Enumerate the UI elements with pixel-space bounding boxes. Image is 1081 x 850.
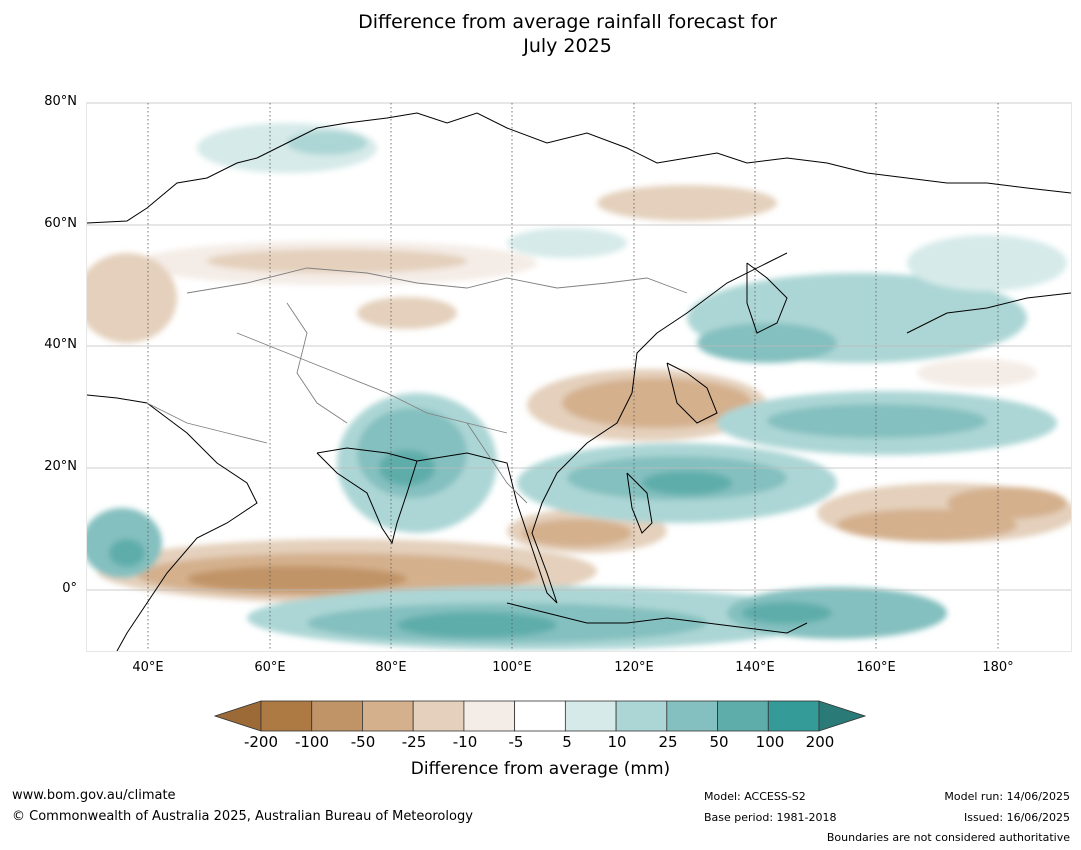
colorbar-tick: -50 (350, 733, 376, 751)
indonesia-coastline (506, 602, 808, 634)
colorbar-swatch (311, 700, 363, 732)
title-line-1: Difference from average rainfall forecas… (358, 11, 777, 33)
dry-region (917, 359, 1037, 387)
website-link[interactable]: www.bom.gov.au/climate (12, 788, 176, 803)
lon-label-160e: 160°E (856, 660, 896, 675)
border-line (186, 267, 688, 294)
graticule (87, 103, 1071, 591)
map-svg (87, 103, 1071, 651)
dry-region (597, 185, 777, 221)
colorbar-tick: -10 (452, 733, 478, 751)
colorbar-swatch (463, 700, 516, 732)
lat-label-20n: 20°N (44, 459, 77, 474)
model-run-date: Model run: 14/06/2025 (944, 790, 1070, 803)
model-name: Model: ACCESS-S2 (704, 790, 806, 803)
colorbar-tick: 5 (562, 733, 572, 751)
dry-region (522, 519, 632, 547)
colorbar-swatch (666, 700, 718, 732)
colorbar-tick: -200 (243, 733, 279, 751)
lon-label-120e: 120°E (614, 660, 654, 675)
colorbar-tick: -5 (508, 733, 524, 751)
colorbar-swatch (514, 700, 566, 732)
lat-label-60n: 60°N (44, 216, 77, 231)
colorbar-swatch (615, 700, 668, 732)
colorbar-tick: 50 (709, 733, 729, 751)
colorbar-swatch (767, 700, 820, 732)
dry-region (87, 253, 177, 343)
colorbar-svg (213, 700, 867, 732)
dry-region (207, 249, 467, 273)
wet-region (109, 539, 145, 567)
issued-date: Issued: 16/06/2025 (963, 811, 1070, 824)
dry-region (947, 487, 1067, 519)
lon-label-140e: 140°E (735, 660, 775, 675)
colorbar-tick: 200 (805, 733, 835, 751)
lat-label-80n: 80°N (44, 94, 77, 109)
colorbar-swatch (362, 700, 414, 732)
lat-label-40n: 40°N (44, 337, 77, 352)
arctic-coastline (87, 112, 1071, 224)
lon-label-60e: 60°E (254, 660, 286, 675)
wet-region (287, 131, 367, 155)
country-borders (146, 267, 688, 504)
title-line-2: July 2025 (523, 35, 612, 57)
colorbar-swatches (213, 700, 867, 732)
japan-coastline (666, 362, 718, 424)
dry-region (357, 297, 457, 329)
colorbar-tick: -100 (294, 733, 330, 751)
colorbar-swatch (412, 700, 465, 732)
colorbar-tick: 10 (607, 733, 627, 751)
wet-region (697, 323, 837, 363)
dry-region (187, 566, 407, 592)
wet-region (727, 587, 947, 639)
east-asia-coastline (416, 252, 788, 604)
border-line (146, 402, 268, 444)
coastlines (87, 112, 1071, 651)
boundaries-disclaimer: Boundaries are not considered authoritat… (826, 831, 1070, 844)
copyright-text: © Commonwealth of Australia 2025, Austra… (12, 809, 473, 824)
lon-label-100e: 100°E (492, 660, 532, 675)
lon-label-40e: 40°E (132, 660, 164, 675)
map-title: Difference from average rainfall forecas… (0, 10, 1081, 58)
colorbar-tick: -25 (401, 733, 427, 751)
colorbar-swatch (717, 700, 769, 732)
base-period: Base period: 1981-2018 (704, 811, 837, 824)
dry-region (562, 378, 752, 428)
colorbar (213, 700, 867, 732)
border-line (466, 422, 528, 504)
india-coastline (316, 447, 418, 545)
wet-region (507, 228, 627, 258)
arabia-africa-coastline (87, 394, 258, 651)
lon-label-80e: 80°E (375, 660, 407, 675)
wet-region (397, 612, 557, 638)
wet-region (767, 404, 987, 438)
colorbar-swatch (260, 700, 313, 732)
colorbar-arrow-high (818, 700, 867, 732)
colorbar-swatch (564, 700, 617, 732)
meridians (147, 103, 999, 651)
dry-region (837, 509, 1017, 541)
lon-label-180: 180° (982, 660, 1014, 675)
colorbar-tick: 100 (755, 733, 785, 751)
wet-region (742, 602, 832, 624)
alaska-coastline (906, 292, 1071, 334)
colorbar-title: Difference from average (mm) (410, 759, 671, 779)
lat-label-0: 0° (62, 581, 77, 596)
kamchatka-coastline (746, 262, 788, 334)
wet-region (907, 235, 1067, 291)
philippines-coastline (626, 472, 653, 534)
colorbar-arrow-low (213, 700, 262, 732)
colorbar-tick: 25 (658, 733, 678, 751)
wet-region (642, 471, 732, 495)
border-line (286, 302, 348, 424)
rainfall-anomaly-map[interactable] (86, 102, 1072, 652)
anomaly-shading (87, 123, 1071, 650)
